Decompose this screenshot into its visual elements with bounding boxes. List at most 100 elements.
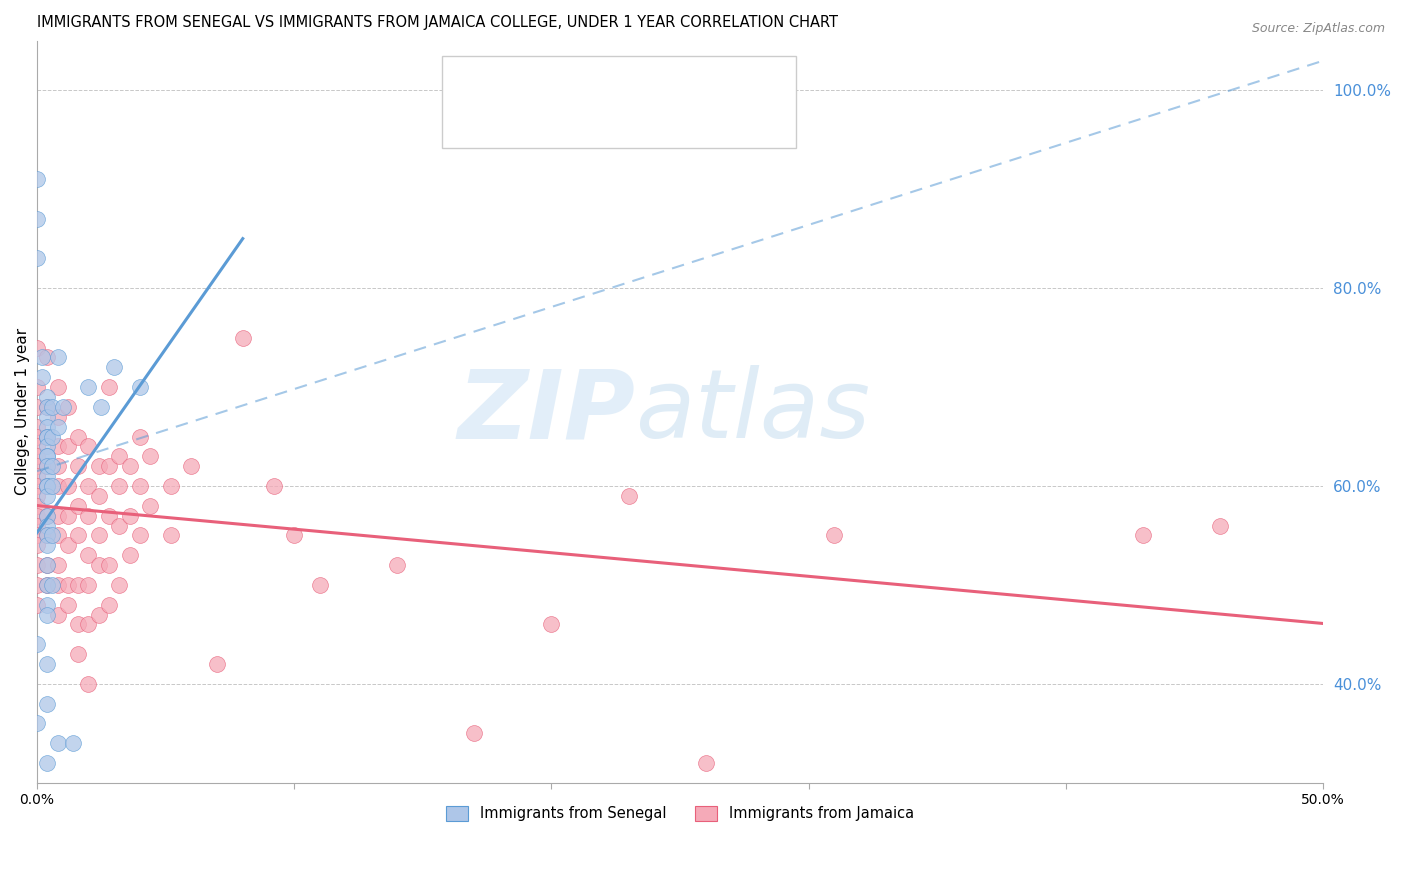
Point [159, 528, 181, 542]
Point [25, 558, 48, 573]
Point [37, 419, 59, 434]
Point [87, 459, 110, 474]
Point [46, 409, 69, 424]
Point [37, 400, 59, 414]
Point [1132, 528, 1154, 542]
Point [87, 607, 110, 622]
Point [87, 528, 110, 542]
Point [108, 479, 131, 493]
Point [46, 528, 69, 542]
Point [37, 518, 59, 533]
Point [25, 637, 48, 651]
Point [67, 578, 90, 592]
Point [46, 508, 69, 523]
Point [37, 459, 59, 474]
Point [118, 459, 141, 474]
Point [25, 252, 48, 266]
Point [385, 558, 408, 573]
Point [87, 558, 110, 573]
Point [37, 578, 59, 592]
Point [25, 598, 48, 612]
Point [37, 489, 59, 503]
Point [37, 578, 59, 592]
Point [159, 479, 181, 493]
Point [37, 429, 59, 443]
Point [77, 508, 100, 523]
Point [25, 469, 48, 483]
Point [25, 508, 48, 523]
Point [232, 330, 254, 344]
Point [25, 489, 48, 503]
Point [37, 479, 59, 493]
Point [31, 370, 53, 384]
Point [41, 479, 63, 493]
Point [108, 578, 131, 592]
Point [41, 578, 63, 592]
Point [37, 459, 59, 474]
Text: IMMIGRANTS FROM SENEGAL VS IMMIGRANTS FROM JAMAICA COLLEGE, UNDER 1 YEAR CORRELA: IMMIGRANTS FROM SENEGAL VS IMMIGRANTS FR… [37, 15, 838, 30]
Point [37, 479, 59, 493]
Point [37, 400, 59, 414]
Point [37, 538, 59, 552]
Point [56, 508, 79, 523]
Point [37, 450, 59, 464]
Point [77, 617, 100, 632]
Point [695, 756, 717, 770]
Point [25, 716, 48, 731]
Point [25, 400, 48, 414]
Point [46, 578, 69, 592]
Text: ZIP: ZIP [457, 366, 636, 458]
Point [46, 607, 69, 622]
Point [37, 558, 59, 573]
Point [25, 450, 48, 464]
Point [46, 351, 69, 365]
Point [98, 380, 121, 394]
Legend: Immigrants from Senegal, Immigrants from Jamaica: Immigrants from Senegal, Immigrants from… [440, 800, 920, 827]
Point [62, 736, 84, 750]
Point [67, 617, 90, 632]
Point [67, 459, 90, 474]
Point [56, 578, 79, 592]
Point [25, 499, 48, 513]
Point [139, 450, 162, 464]
Point [25, 211, 48, 226]
Point [77, 380, 100, 394]
Point [67, 647, 90, 661]
Point [25, 479, 48, 493]
Point [46, 380, 69, 394]
Point [56, 598, 79, 612]
Point [90, 400, 112, 414]
Point [46, 479, 69, 493]
Point [37, 450, 59, 464]
Point [128, 528, 150, 542]
Point [25, 419, 48, 434]
Point [205, 657, 228, 671]
Text: atlas: atlas [636, 366, 870, 458]
Point [37, 528, 59, 542]
Point [77, 677, 100, 691]
Point [77, 578, 100, 592]
Point [540, 617, 562, 632]
Point [56, 400, 79, 414]
Point [37, 607, 59, 622]
Point [25, 459, 48, 474]
Point [37, 429, 59, 443]
Point [77, 439, 100, 453]
Point [103, 360, 125, 375]
Point [98, 459, 121, 474]
Y-axis label: College, Under 1 year: College, Under 1 year [15, 328, 30, 495]
Point [617, 489, 640, 503]
Point [25, 538, 48, 552]
Point [283, 528, 305, 542]
Point [37, 508, 59, 523]
Point [37, 756, 59, 770]
Point [25, 429, 48, 443]
Point [118, 548, 141, 562]
Point [46, 736, 69, 750]
Point [25, 528, 48, 542]
Point [98, 598, 121, 612]
Point [37, 439, 59, 453]
Point [56, 538, 79, 552]
Point [52, 400, 75, 414]
Point [37, 390, 59, 404]
